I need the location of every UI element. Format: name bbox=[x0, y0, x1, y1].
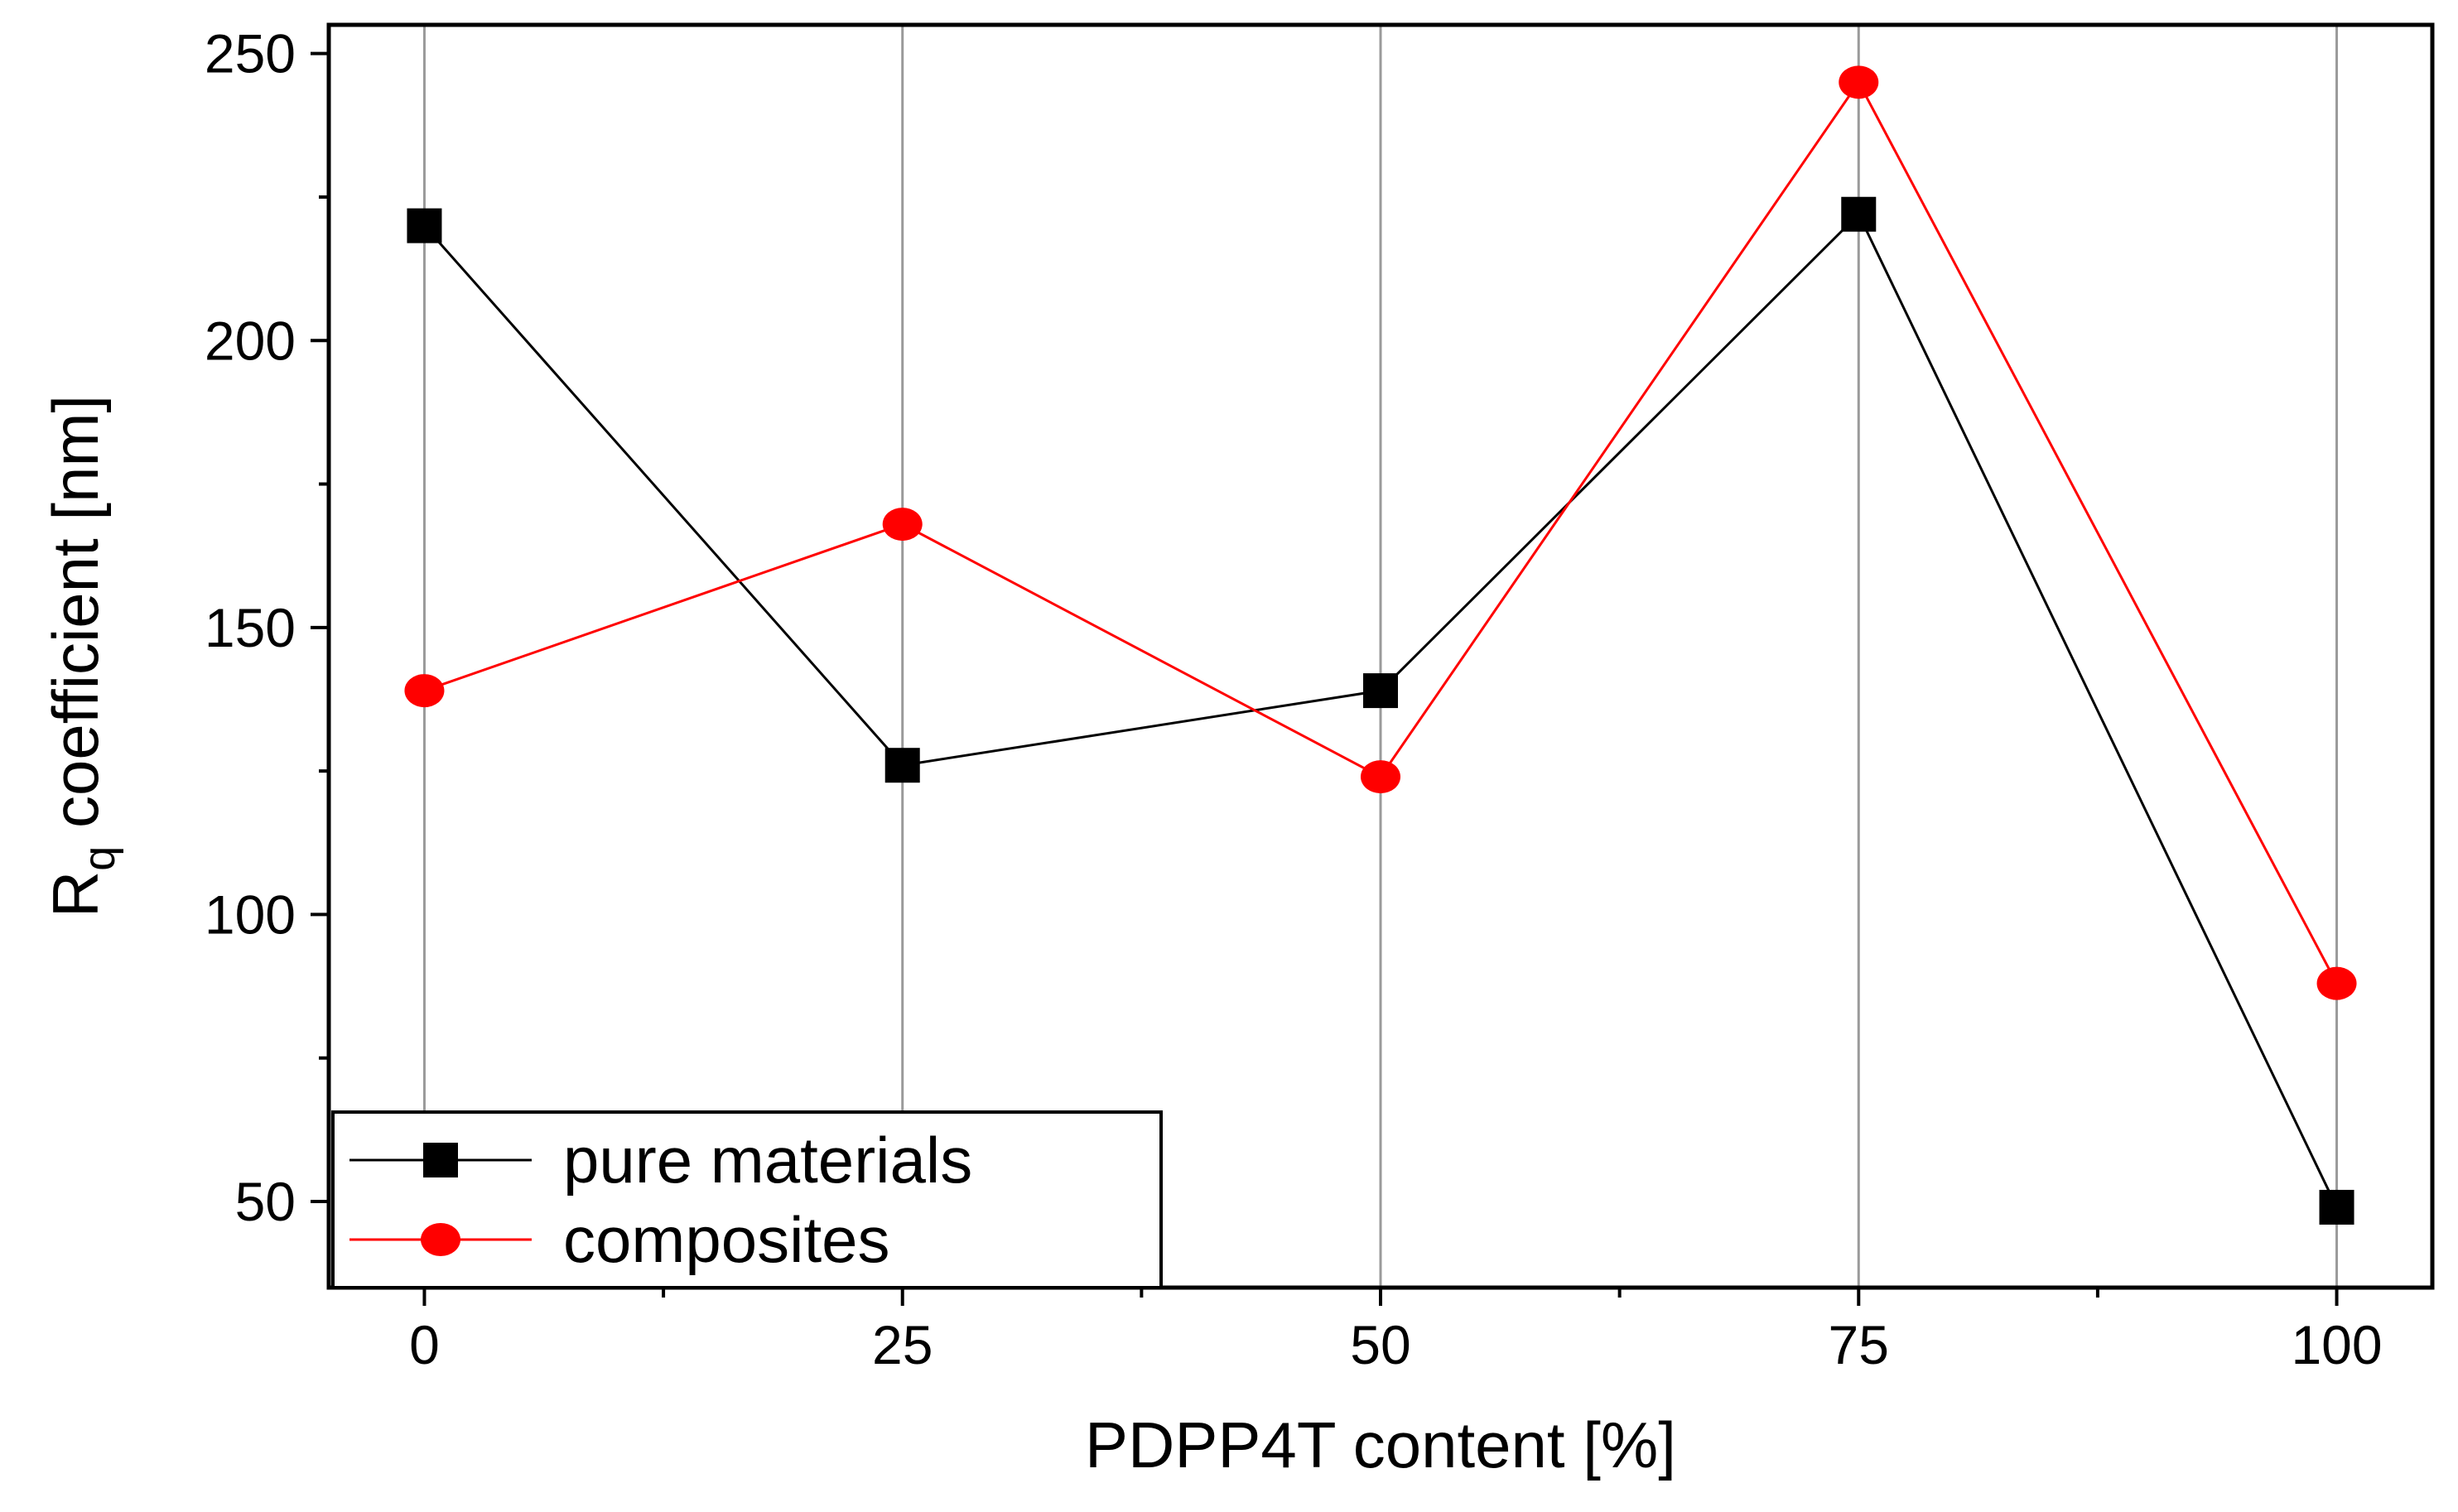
legend-marker-composites bbox=[421, 1223, 460, 1256]
y-tick-label-50: 50 bbox=[235, 1171, 296, 1232]
data-point-composites bbox=[882, 508, 923, 542]
data-point-composites bbox=[1361, 760, 1400, 794]
y-axis-title-subscript: q bbox=[75, 846, 124, 871]
data-point-pure-materials bbox=[884, 748, 920, 783]
y-tick-label-250: 250 bbox=[205, 23, 296, 84]
legend-item-pure-materials: pure materials bbox=[349, 1124, 972, 1197]
legend-marker-pure-materials bbox=[423, 1143, 458, 1177]
data-point-pure-materials bbox=[1363, 673, 1398, 709]
data-point-pure-materials bbox=[2319, 1189, 2354, 1225]
y-axis-title-main: R bbox=[39, 871, 112, 917]
x-tick-label-100: 100 bbox=[2291, 1314, 2382, 1375]
series-layer bbox=[404, 65, 2357, 1225]
series-composites bbox=[404, 65, 2357, 1000]
data-point-composites bbox=[404, 674, 445, 708]
data-point-composites bbox=[1839, 65, 1879, 99]
y-tick-label-100: 100 bbox=[205, 884, 296, 945]
x-tick-label-75: 75 bbox=[1829, 1314, 1889, 1375]
x-tick-label-50: 50 bbox=[1350, 1314, 1410, 1375]
series-pure-materials bbox=[407, 196, 2354, 1225]
legend-label-pure-materials: pure materials bbox=[563, 1124, 972, 1197]
y-tick-label-200: 200 bbox=[205, 310, 296, 371]
data-point-composites bbox=[2316, 966, 2357, 1000]
data-point-pure-materials bbox=[1841, 196, 1877, 232]
y-axis-title: Rq coefficient [nm] bbox=[39, 395, 124, 917]
x-tick-label-0: 0 bbox=[409, 1314, 440, 1375]
ticks-layer: 0 25 50 75 100 50 100 150 200 250 bbox=[205, 23, 2383, 1375]
legend-label-composites: composites bbox=[563, 1203, 890, 1276]
y-axis-title-rest: coefficient [nm] bbox=[39, 395, 112, 846]
x-axis-title: PDPP4T content [%] bbox=[1085, 1408, 1676, 1481]
x-tick-label-25: 25 bbox=[872, 1314, 933, 1375]
y-tick-label-150: 150 bbox=[205, 597, 296, 658]
legend-box bbox=[331, 1110, 1163, 1289]
data-point-pure-materials bbox=[407, 208, 442, 243]
legend-item-composites: composites bbox=[349, 1203, 890, 1276]
grid-layer bbox=[422, 25, 2339, 1288]
